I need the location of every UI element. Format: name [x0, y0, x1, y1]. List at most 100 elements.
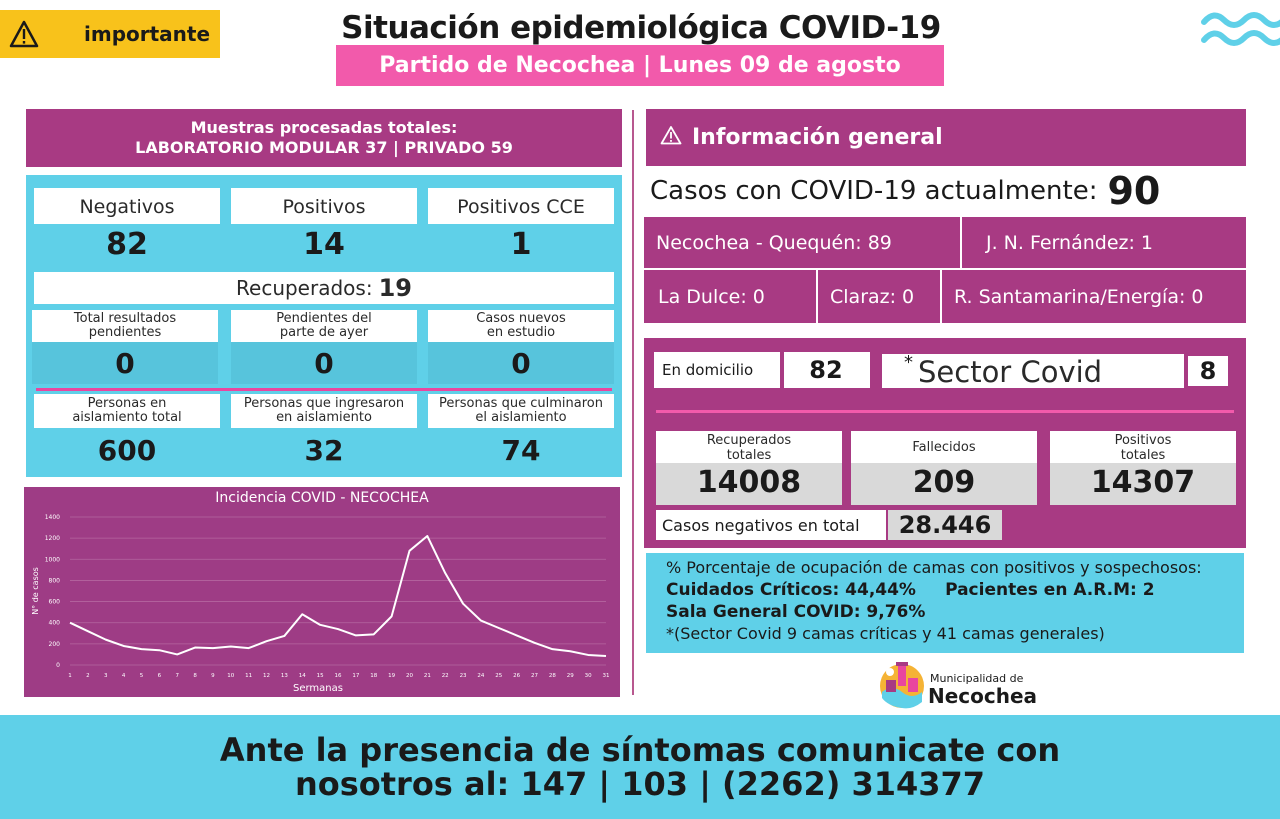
culminaron-label: Personas que culminaron el aislamiento	[428, 394, 614, 425]
chart-x-tick-label: 8	[193, 673, 197, 679]
positivos-cce-card: Positivos CCE 1	[428, 188, 614, 266]
casos-nuevos-card: Casos nuevos en estudio 0	[428, 310, 614, 384]
positivos-label: Positivos	[282, 196, 366, 218]
incidencia-chart: 0 200 400 600 800 1000 1200 1400 1 2 3 4 5 6 7 8 9 10 11 12…	[24, 487, 620, 697]
chart-y-tick-label: 1000	[45, 556, 60, 563]
muestras-line1: Muestras procesadas totales:	[190, 118, 458, 137]
chart-x-tick-label: 23	[460, 673, 467, 679]
chart-x-tick-label: 7	[175, 673, 179, 679]
loc-separator	[644, 268, 1246, 270]
info-general-header: Información general	[646, 109, 1246, 166]
footer-banner: Ante la presencia de síntomas comunicate…	[0, 715, 1280, 819]
chart-y-tick-label: 1400	[45, 514, 60, 521]
aislamiento-total-card: Personas en aislamiento total 600	[34, 394, 220, 470]
chart-series-line	[69, 535, 607, 658]
positivos-cce-label: Positivos CCE	[457, 196, 585, 218]
pendientes-value: 0	[32, 342, 218, 384]
negativos-card: Negativos 82	[34, 188, 220, 266]
recuperados-value: 19	[378, 274, 412, 302]
chart-x-tick-label: 25	[495, 673, 502, 679]
camas-sala: Sala General COVID: 9,76%	[666, 602, 926, 622]
aislamiento-total-label-1: Personas en	[87, 396, 167, 411]
casos-actuales: Casos con COVID-19 actualmente: 90	[650, 168, 1250, 214]
pendientes-ayer-label: Pendientes del parte de ayer	[231, 310, 417, 340]
chart-x-tick-label: 28	[549, 673, 556, 679]
sector-covid-value-frame: 8	[1184, 354, 1232, 388]
negativos-total-label: Casos negativos en total	[656, 510, 886, 540]
pendientes-label-2: pendientes	[88, 325, 162, 340]
chart-y-tick-label: 1200	[45, 535, 60, 542]
camas-line1: % Porcentaje de ocupación de camas con p…	[666, 558, 1202, 577]
camas-panel: % Porcentaje de ocupación de camas con p…	[646, 553, 1244, 653]
positivos-totales-label-2: totales	[1120, 448, 1166, 463]
importante-label: importante	[84, 22, 211, 46]
localidades-grid: Necochea - Quequén: 89 J. N. Fernández: …	[644, 217, 1246, 323]
ingresaron-label: Personas que ingresaron en aislamiento	[231, 394, 417, 425]
domicilio-label: En domicilio	[654, 352, 780, 388]
chart-y-tick-label: 200	[49, 641, 61, 648]
chart-x-tick-label: 10	[227, 673, 234, 679]
domicilio-value: 82	[784, 354, 868, 386]
recuperados-totales-label-2: totales	[726, 448, 772, 463]
chart-x-tick-label: 27	[531, 673, 538, 679]
positivos-totales-card: Positivos totales 14307	[1050, 431, 1236, 505]
chart-x-tick-label: 29	[567, 673, 574, 679]
loc-necochea: Necochea - Quequén: 89	[656, 232, 892, 254]
casos-nuevos-label-1: Casos nuevos	[476, 311, 566, 326]
warning-icon	[0, 10, 48, 58]
municipalidad-logo: Municipalidad de Necochea	[876, 658, 1056, 710]
chart-x-tick-label: 19	[388, 673, 395, 679]
sector-covid-value: 8	[1188, 356, 1228, 386]
sector-covid-star: *	[904, 352, 913, 373]
chart-x-tick-label: 11	[245, 673, 252, 679]
chart-x-tick-label: 30	[585, 673, 592, 679]
chart-x-tick-label: 16	[335, 673, 342, 679]
warning-icon	[660, 125, 682, 151]
importante-badge: importante	[0, 10, 220, 58]
pink-divider	[656, 410, 1234, 413]
ingresaron-value: 32	[231, 428, 417, 470]
camas-note: *(Sector Covid 9 camas críticas y 41 cam…	[666, 624, 1105, 643]
chart-x-tick-label: 4	[122, 673, 126, 679]
recuperados-totales-card: Recuperados totales 14008	[656, 431, 842, 505]
positivos-cce-value: 1	[428, 224, 614, 266]
municipalidad-logo-icon	[880, 662, 924, 709]
chart-y-tick-label: 400	[49, 620, 61, 627]
positivos-totales-value: 14307	[1090, 465, 1196, 500]
positivos-totales-label-1: Positivos	[1114, 433, 1172, 448]
muestras-line2: LABORATORIO MODULAR 37 | PRIVADO 59	[135, 138, 513, 157]
chart-x-tick-label: 22	[442, 673, 449, 679]
pendientes-ayer-label-1: Pendientes del	[276, 311, 372, 326]
muestras-header: Muestras procesadas totales: LABORATORIO…	[26, 109, 622, 167]
loc-separator	[816, 270, 818, 323]
logo-line2: Necochea	[928, 684, 1038, 708]
chart-y-tick-label: 800	[49, 577, 61, 584]
chart-x-tick-label: 31	[603, 673, 610, 679]
logo-line1: Municipalidad de	[930, 672, 1024, 685]
footer-line1: Ante la presencia de síntomas comunicate…	[219, 731, 1061, 769]
aislamiento-total-value: 600	[34, 428, 220, 470]
fallecidos-label: Fallecidos	[851, 431, 1037, 463]
chart-y-tick-label: 0	[56, 662, 60, 669]
pendientes-ayer-label-2: parte de ayer	[279, 325, 369, 340]
camas-line2: Cuidados Críticos: 44,44% Pacientes en A…	[666, 579, 1244, 601]
loc-separator	[940, 270, 942, 323]
loc-fernandez: J. N. Fernández: 1	[986, 232, 1154, 254]
pendientes-card: Total resultados pendientes 0	[32, 310, 218, 384]
loc-separator	[960, 217, 962, 268]
positivos-card: Positivos 14	[231, 188, 417, 266]
chart-x-tick-label: 5	[140, 673, 144, 679]
page-subtitle: Partido de Necochea | Lunes 09 de agosto	[336, 45, 944, 86]
chart-x-tick-label: 14	[299, 673, 306, 679]
positivos-value: 14	[231, 224, 417, 266]
culminaron-label-2: el aislamiento	[475, 410, 567, 425]
positivos-totales-label: Positivos totales	[1050, 431, 1236, 463]
pendientes-label-1: Total resultados	[73, 311, 177, 326]
casos-nuevos-value: 0	[428, 342, 614, 384]
info-general-title: Información general	[692, 125, 943, 150]
chart-title: Incidencia COVID - NECOCHEA	[215, 490, 429, 506]
ingresaron-card: Personas que ingresaron en aislamiento 3…	[231, 394, 417, 470]
chart-x-tick-label: 17	[352, 673, 359, 679]
chart-y-axis-label: N° de casos	[31, 567, 40, 615]
